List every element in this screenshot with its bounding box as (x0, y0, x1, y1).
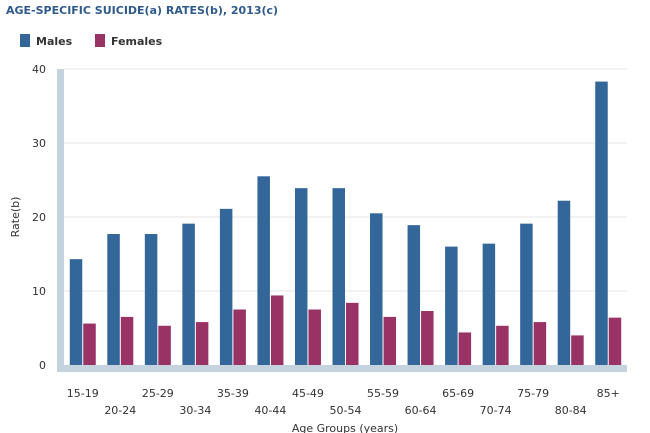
x-tick-label: 75-79 (517, 387, 549, 400)
bar-females-55-59[interactable] (383, 316, 397, 365)
x-tick-label: 35-39 (217, 387, 249, 400)
x-tick-label: 30-34 (179, 404, 211, 417)
bar-females-60-64[interactable] (421, 310, 434, 365)
x-tick-label: 70-74 (480, 404, 512, 417)
x-tick-label: 60-64 (405, 404, 437, 417)
bar-females-45-49[interactable] (308, 309, 321, 366)
bar-males-25-29[interactable] (144, 234, 158, 365)
bar-males-80-84[interactable] (557, 200, 571, 365)
x-tick-label: 40-44 (254, 404, 286, 417)
y-axis-bar (57, 69, 64, 365)
x-axis-title: Age Groups (years) (292, 422, 398, 433)
bar-females-85+[interactable] (608, 317, 622, 365)
bar-males-65-69[interactable] (445, 246, 458, 365)
y-tick-label: 30 (32, 137, 46, 150)
bar-males-20-24[interactable] (107, 234, 120, 365)
legend-swatch-females (95, 34, 105, 47)
bar-males-35-39[interactable] (219, 208, 233, 365)
bar-males-15-19[interactable] (69, 259, 83, 365)
bar-females-35-39[interactable] (233, 309, 246, 366)
x-tick-label: 55-59 (367, 387, 399, 400)
bar-females-80-84[interactable] (571, 335, 584, 365)
chart-title: AGE-SPECIFIC SUICIDE(a) RATES(b), 2013(c… (6, 4, 278, 17)
x-axis-bar (57, 365, 627, 372)
gridlines (64, 68, 627, 292)
bars (69, 81, 622, 366)
y-tick-label: 20 (32, 211, 46, 224)
bar-males-55-59[interactable] (370, 213, 383, 365)
x-tick-label: 20-24 (104, 404, 136, 417)
x-tick-label: 45-49 (292, 387, 324, 400)
y-axis-ticks: 0 10 20 30 40 (32, 63, 46, 372)
bar-males-85+[interactable] (595, 81, 608, 365)
y-axis-title: Rate(b) (9, 197, 22, 238)
y-tick-label: 0 (39, 359, 46, 372)
x-tick-label: 85+ (597, 387, 620, 400)
legend-swatch-males (20, 34, 30, 47)
bar-females-75-79[interactable] (533, 322, 547, 365)
bar-females-20-24[interactable] (120, 316, 134, 365)
x-axis-ticks: 15-19 20-24 25-29 30-34 35-39 40-44 45-49 50-54… (67, 387, 620, 417)
x-tick-label: 80-84 (555, 404, 587, 417)
x-tick-label: 65-69 (442, 387, 474, 400)
x-tick-label: 25-29 (142, 387, 174, 400)
bar-males-60-64[interactable] (407, 225, 421, 365)
bar-males-50-54[interactable] (332, 188, 346, 365)
bar-males-70-74[interactable] (482, 243, 496, 365)
bar-females-25-29[interactable] (158, 325, 171, 365)
bar-females-40-44[interactable] (270, 295, 284, 365)
x-tick-label: 50-54 (330, 404, 362, 417)
bar-males-40-44[interactable] (257, 176, 270, 365)
bar-females-30-34[interactable] (195, 322, 209, 365)
bar-females-65-69[interactable] (458, 332, 472, 365)
bar-females-50-54[interactable] (346, 302, 359, 365)
bar-males-30-34[interactable] (182, 223, 195, 365)
legend-label-males[interactable]: Males (36, 35, 73, 48)
bar-females-70-74[interactable] (496, 325, 509, 365)
legend: Males Females (20, 34, 163, 48)
x-tick-label: 15-19 (67, 387, 99, 400)
bar-males-75-79[interactable] (520, 223, 533, 365)
y-tick-label: 10 (32, 285, 46, 298)
y-tick-label: 40 (32, 63, 46, 76)
bar-males-45-49[interactable] (294, 188, 308, 365)
legend-label-females[interactable]: Females (111, 35, 163, 48)
bar-females-15-19[interactable] (83, 323, 96, 365)
